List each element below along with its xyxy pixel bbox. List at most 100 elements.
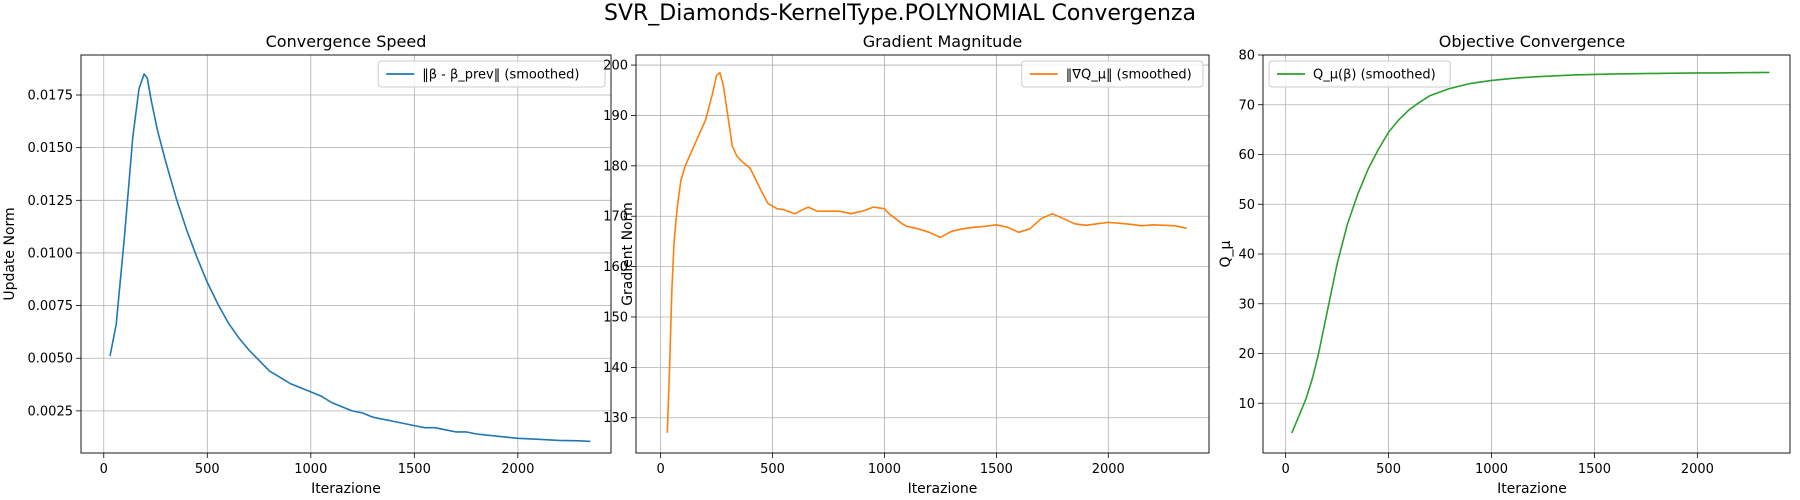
data-point (362, 413, 363, 414)
data-point (414, 425, 415, 426)
data-point (1041, 218, 1042, 219)
data-point (1594, 74, 1595, 75)
data-point (1291, 433, 1292, 434)
y-tick-label: 80 (1238, 49, 1255, 64)
x-tick-label: 2000 (501, 462, 534, 477)
data-point (772, 206, 773, 207)
data-point (768, 203, 769, 204)
x-tick-label: 0 (100, 462, 108, 477)
panel-title: Objective Convergence (1439, 32, 1625, 51)
series-line (1291, 71, 1770, 434)
figure-title: SVR_Diamonds-KernelType.POLYNOMIAL Conve… (604, 1, 1196, 26)
x-tick-label: 1000 (1475, 462, 1508, 477)
data-point (873, 207, 874, 208)
data-point (517, 438, 518, 439)
data-point (383, 419, 384, 420)
data-point (808, 207, 809, 208)
data-point (1142, 225, 1143, 226)
data-point (248, 349, 249, 350)
y-tick-label: 200 (603, 59, 628, 74)
data-point (669, 367, 670, 368)
data-point (424, 427, 425, 428)
data-point (116, 324, 117, 325)
y-tick-label: 70 (1238, 98, 1255, 113)
x-tick-label: 1500 (980, 462, 1013, 477)
data-point (741, 160, 742, 161)
data-point (1018, 232, 1019, 233)
y-tick-label: 160 (603, 260, 628, 275)
data-point (1491, 80, 1492, 81)
data-point (1347, 224, 1348, 225)
data-point (1399, 119, 1400, 120)
legend: Q_μ(β) (smoothed) (1268, 60, 1451, 88)
data-point (1409, 109, 1410, 110)
y-tick-label: 180 (603, 159, 628, 174)
data-point (795, 213, 796, 214)
data-point (736, 155, 737, 156)
y-tick-label: 0.0125 (28, 194, 74, 209)
series-line (666, 71, 1187, 433)
data-point (1553, 76, 1554, 77)
x-tick-label: 500 (1376, 462, 1401, 477)
data-point (750, 168, 751, 169)
data-point (940, 237, 941, 238)
data-point (476, 434, 477, 435)
data-point (1368, 169, 1369, 170)
data-point (962, 228, 963, 229)
data-point (269, 371, 270, 372)
data-point (331, 402, 332, 403)
data-point (1635, 73, 1636, 74)
data-point (1052, 213, 1053, 214)
data-point (1108, 222, 1109, 223)
data-point (1074, 223, 1075, 224)
data-point (1697, 73, 1698, 74)
data-point (466, 432, 467, 433)
data-point (732, 145, 733, 146)
data-point (310, 392, 311, 393)
x-tick-label: 500 (195, 462, 220, 477)
data-point (1186, 228, 1187, 229)
data-point (1306, 398, 1307, 399)
data-point (538, 439, 539, 440)
data-point (985, 226, 986, 227)
data-point (321, 396, 322, 397)
plot-area (636, 55, 1209, 453)
data-point (1450, 88, 1451, 89)
y-tick-label: 140 (603, 361, 628, 376)
data-point (342, 406, 343, 407)
y-tick-label: 50 (1238, 198, 1255, 213)
data-point (1003, 226, 1004, 227)
panel-convergence-speed: Convergence Speed Iterazione Update Norm… (2, 32, 612, 497)
x-tick-label: 2000 (1681, 462, 1714, 477)
data-point (132, 137, 133, 138)
data-point (1007, 227, 1008, 228)
data-point (1318, 353, 1319, 354)
data-point (705, 120, 706, 121)
data-point (1738, 72, 1739, 73)
data-point (300, 387, 301, 388)
data-point (929, 232, 930, 233)
y-tick-label: 0.0075 (28, 299, 74, 314)
data-point (1130, 224, 1131, 225)
y-tick-label: 40 (1238, 248, 1255, 263)
y-axis-label: Q_μ (1218, 240, 1234, 267)
y-tick-label: 60 (1238, 148, 1255, 163)
legend-label: ‖∇Q_μ‖ (smoothed) (1066, 68, 1192, 83)
data-point (723, 85, 724, 86)
data-point (677, 206, 678, 207)
data-point (217, 303, 218, 304)
data-point (393, 421, 394, 422)
data-point (839, 211, 840, 212)
data-point (590, 441, 591, 442)
panel-title: Convergence Speed (266, 32, 427, 51)
data-point (783, 209, 784, 210)
y-tick-label: 190 (603, 109, 628, 124)
data-point (373, 417, 374, 418)
axes-frame (80, 54, 612, 454)
y-axis-label: Gradient Norm (620, 202, 636, 306)
data-point (151, 101, 152, 102)
data-point (902, 223, 903, 224)
data-point (862, 211, 863, 212)
x-tick-label: 1000 (294, 462, 327, 477)
data-point (1471, 83, 1472, 84)
